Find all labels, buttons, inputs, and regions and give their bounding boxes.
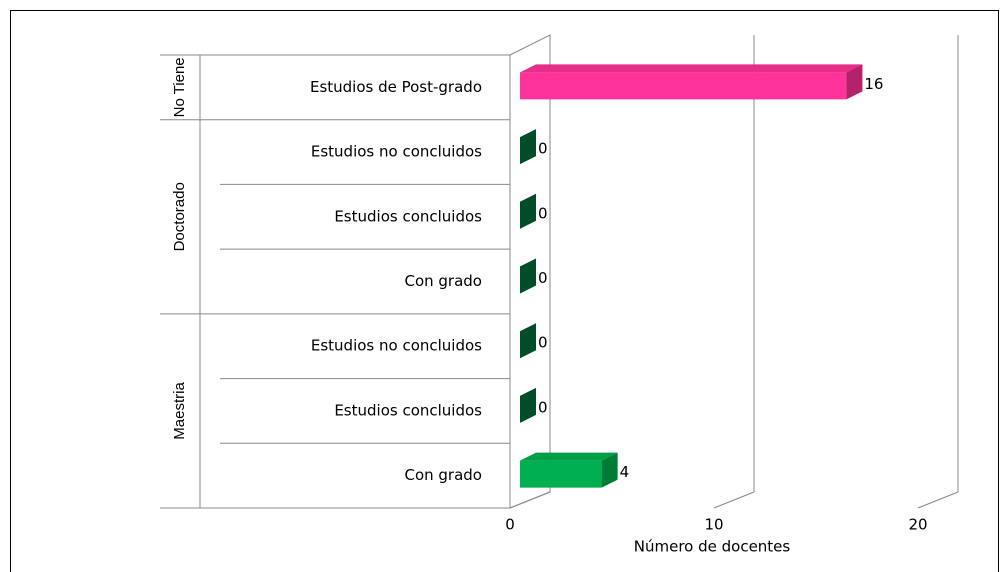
bar-side [520, 129, 536, 165]
category-label: Estudios concluidos [334, 401, 482, 419]
bar-top [520, 452, 618, 461]
bar-side [520, 258, 536, 294]
bar-side-shade [520, 387, 536, 423]
bar-side-shade [520, 129, 536, 165]
value-label: 0 [538, 398, 548, 416]
category-label: Estudios no concluidos [311, 143, 482, 161]
bar-top [520, 64, 863, 73]
bar-side-shade [520, 193, 536, 229]
value-label: 16 [864, 75, 883, 93]
bar-top-shade [520, 64, 863, 73]
group-label: No Tiene [171, 57, 188, 117]
value-label: 0 [538, 140, 548, 158]
value-label: 4 [620, 463, 630, 481]
bar-side [846, 64, 863, 100]
floor-line [509, 491, 551, 509]
bar-side [601, 452, 618, 488]
x-axis-label: Número de docentes [634, 538, 791, 556]
value-label: 0 [538, 334, 548, 352]
group-label: Doctorado [171, 182, 188, 251]
floor-line [917, 491, 959, 509]
group-label: Maestria [171, 382, 188, 440]
category-label: Estudios no concluidos [311, 337, 482, 355]
bar-side [520, 193, 536, 229]
frame [10, 10, 999, 572]
bar-side [520, 323, 536, 359]
category-label: Estudios de Post-grado [310, 78, 482, 96]
bar-side-shade [520, 258, 536, 294]
category-label: Con grado [404, 272, 482, 290]
value-label: 0 [538, 204, 548, 222]
x-tick-label: 20 [908, 516, 927, 534]
category-label: Estudios concluidos [334, 207, 482, 225]
bar-top-shade [520, 452, 618, 461]
bar-side-shade [520, 323, 536, 359]
x-tick-label: 10 [704, 516, 723, 534]
x-tick-label: 0 [505, 516, 515, 534]
bar-side-shade [846, 64, 863, 100]
bar [520, 460, 602, 488]
category-label: Con grado [404, 466, 482, 484]
bar-side-shade [601, 452, 618, 488]
bar [520, 72, 847, 100]
value-label: 0 [538, 269, 548, 287]
floor-line [713, 491, 755, 509]
bar-side [520, 387, 536, 423]
